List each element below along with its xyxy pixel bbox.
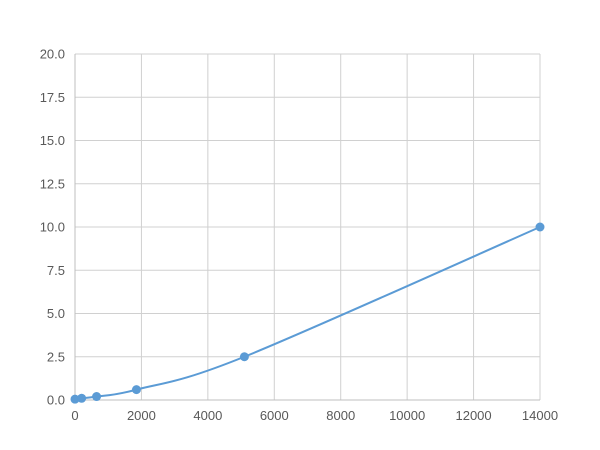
x-tick-label: 2000 xyxy=(127,408,156,423)
x-tick-label: 8000 xyxy=(326,408,355,423)
y-tick-label: 10.0 xyxy=(40,220,65,235)
y-tick-label: 0.0 xyxy=(47,393,65,408)
x-tick-label: 4000 xyxy=(193,408,222,423)
y-tick-label: 12.5 xyxy=(40,176,65,191)
x-tick-label: 0 xyxy=(71,408,78,423)
y-tick-label: 7.5 xyxy=(47,263,65,278)
x-tick-label: 10000 xyxy=(389,408,425,423)
data-point xyxy=(535,222,545,232)
x-tick-label: 12000 xyxy=(455,408,491,423)
data-point xyxy=(239,352,249,362)
y-tick-label: 20.0 xyxy=(40,47,65,62)
y-tick-label: 5.0 xyxy=(47,306,65,321)
data-point xyxy=(131,385,141,395)
y-tick-label: 17.5 xyxy=(40,90,65,105)
data-point xyxy=(70,394,80,404)
data-point xyxy=(77,393,87,403)
data-point xyxy=(92,392,102,402)
x-tick-label: 6000 xyxy=(260,408,289,423)
x-tick-label: 14000 xyxy=(522,408,558,423)
y-tick-label: 15.0 xyxy=(40,133,65,148)
y-tick-label: 2.5 xyxy=(47,349,65,364)
